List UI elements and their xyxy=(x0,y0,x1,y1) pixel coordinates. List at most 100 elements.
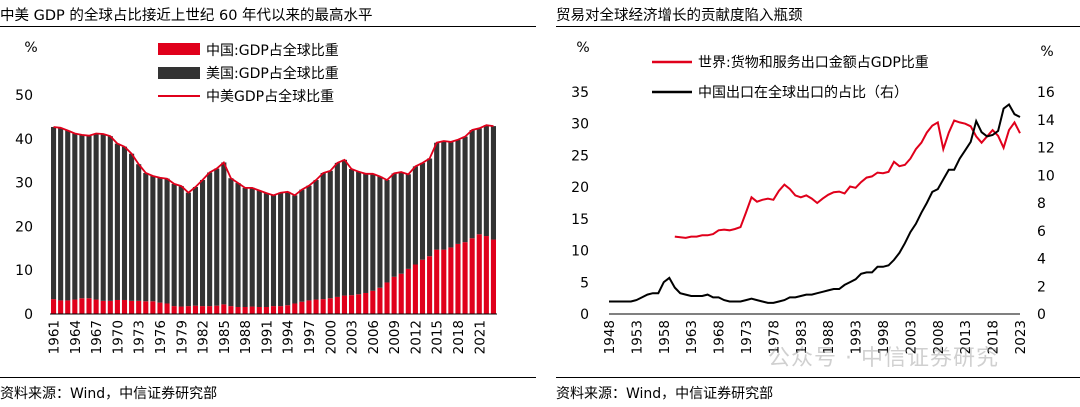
usa-gdp-bar xyxy=(100,133,106,301)
china-gdp-bar xyxy=(441,249,447,314)
right-right-unit-label: % xyxy=(1040,44,1053,60)
china-gdp-bar xyxy=(270,306,277,314)
china-gdp-bar xyxy=(299,301,305,314)
china-gdp-bar xyxy=(398,273,404,314)
usa-gdp-bar xyxy=(483,125,489,237)
usa-gdp-bar xyxy=(391,173,397,277)
usa-gdp-bar xyxy=(398,172,404,274)
right-x-tick-label: 1988 xyxy=(821,320,837,354)
china-gdp-bar xyxy=(136,300,142,314)
china-gdp-bar xyxy=(199,306,206,314)
right-x-tick-label: 2008 xyxy=(931,320,947,354)
usa-gdp-bar xyxy=(356,171,362,295)
usa-gdp-bar xyxy=(320,172,326,300)
china-gdp-bar xyxy=(143,301,149,314)
usa-gdp-bar xyxy=(299,189,305,302)
legend-swatch-usa xyxy=(158,67,200,79)
usa-gdp-bar xyxy=(341,159,348,296)
left-x-tick-label: 1973 xyxy=(132,320,148,354)
right-x-tick-label: 1953 xyxy=(629,320,645,354)
left-source-rule xyxy=(0,377,536,378)
legend-label-china: 中国:GDP占全球比重 xyxy=(206,42,339,59)
left-x-tick-label: 1988 xyxy=(238,320,254,354)
china-gdp-bar xyxy=(263,306,269,314)
right-left-y-tick-label: 25 xyxy=(571,148,589,164)
china-gdp-bar xyxy=(178,306,184,314)
left-x-tick-label: 2015 xyxy=(430,320,446,354)
left-x-tick-label: 2012 xyxy=(408,320,424,354)
right-chart-title: 贸易对全球经济增长的贡献度陷入瓶颈 xyxy=(556,8,803,24)
china-gdp-bar xyxy=(164,303,170,314)
right-x-tick-label: 1998 xyxy=(876,320,892,354)
right-left-y-tick-label: 30 xyxy=(571,117,589,133)
usa-gdp-bar xyxy=(199,179,206,307)
right-left-y-tick-label: 35 xyxy=(571,85,589,101)
china-gdp-bar xyxy=(86,298,92,314)
usa-gdp-bar xyxy=(150,176,156,302)
usa-gdp-bar xyxy=(455,139,461,244)
left-x-tick-label: 1976 xyxy=(153,320,169,354)
left-y-tick-label: 30 xyxy=(15,176,33,192)
left-x-tick-label: 2003 xyxy=(345,320,361,354)
usa-gdp-bar xyxy=(129,153,135,301)
usa-gdp-bar xyxy=(178,186,184,307)
right-right-y-tick-label: 8 xyxy=(1037,196,1046,212)
usa-gdp-bar xyxy=(285,191,291,306)
usa-gdp-bar xyxy=(228,178,234,307)
usa-gdp-bar xyxy=(143,172,149,302)
china-gdp-bar xyxy=(455,243,461,314)
china-gdp-bar xyxy=(363,292,369,314)
china-gdp-bar xyxy=(278,306,284,314)
usa-gdp-bar xyxy=(207,172,213,307)
usa-gdp-bar xyxy=(292,195,298,304)
right-left-unit-label: % xyxy=(576,40,589,56)
left-x-tick-label: 2021 xyxy=(472,320,488,354)
china-gdp-bar xyxy=(192,305,199,314)
right-x-tick-label: 1948 xyxy=(602,320,618,354)
china-gdp-bar xyxy=(448,247,454,314)
china-gdp-bar xyxy=(214,305,220,314)
usa-gdp-bar xyxy=(192,186,199,306)
right-chart-panel: 贸易对全球经济增长的贡献度陷入瓶颈 %% 0 5 10 15 20 25 30 35 0 2 4 6 8 1… xyxy=(556,0,1080,407)
right-x-tick-label: 2003 xyxy=(903,320,919,354)
china-gdp-bar xyxy=(121,299,128,314)
right-right-y-tick-label: 0 xyxy=(1037,307,1046,323)
usa-gdp-bar xyxy=(263,193,269,307)
china-gdp-bar xyxy=(50,299,57,314)
china-gdp-bar xyxy=(256,306,262,314)
left-y-tick-label: 0 xyxy=(24,307,33,323)
usa-gdp-bar xyxy=(278,192,284,307)
right-x-tick-label: 1983 xyxy=(794,320,810,354)
right-x-tick-label: 1958 xyxy=(657,320,673,354)
left-y-tick-label: 50 xyxy=(15,88,33,104)
china-gdp-bar xyxy=(306,300,312,314)
right-left-y-tick-label: 0 xyxy=(580,307,589,323)
usa-gdp-bar xyxy=(107,136,113,301)
watermark-text: 公众号 · 中信证券研究 xyxy=(768,346,999,371)
right-x-tick-label: 1993 xyxy=(849,320,865,354)
usa-gdp-bar xyxy=(136,164,142,301)
usa-gdp-bar xyxy=(242,187,248,307)
left-x-tick-label: 2018 xyxy=(451,320,467,354)
china-gdp-bar xyxy=(341,295,348,314)
right-title-rule xyxy=(556,26,1080,27)
usa-gdp-bar xyxy=(86,135,92,299)
right-x-tick-label: 1968 xyxy=(712,320,728,354)
sum-gdp-share-line xyxy=(53,124,494,197)
china-gdp-bar xyxy=(221,304,227,314)
left-x-tick-label: 1979 xyxy=(174,320,190,354)
left-y-tick-label: 20 xyxy=(15,219,33,235)
usa-gdp-bar xyxy=(363,173,369,293)
left-x-tick-label: 1961 xyxy=(47,320,63,354)
left-x-tick-label: 2009 xyxy=(387,320,403,354)
usa-gdp-bar xyxy=(384,179,390,283)
usa-gdp-bar xyxy=(114,143,120,300)
right-chart-source: 资料来源：Wind，中信证券研究部 xyxy=(556,386,774,402)
china-gdp-bar xyxy=(242,306,248,314)
usa-gdp-bar xyxy=(462,136,468,243)
usa-gdp-bar xyxy=(370,173,376,291)
china-gdp-bar xyxy=(65,300,71,314)
china-gdp-bar xyxy=(129,300,135,314)
usa-gdp-bar xyxy=(93,133,99,300)
china-gdp-bar xyxy=(469,238,475,314)
